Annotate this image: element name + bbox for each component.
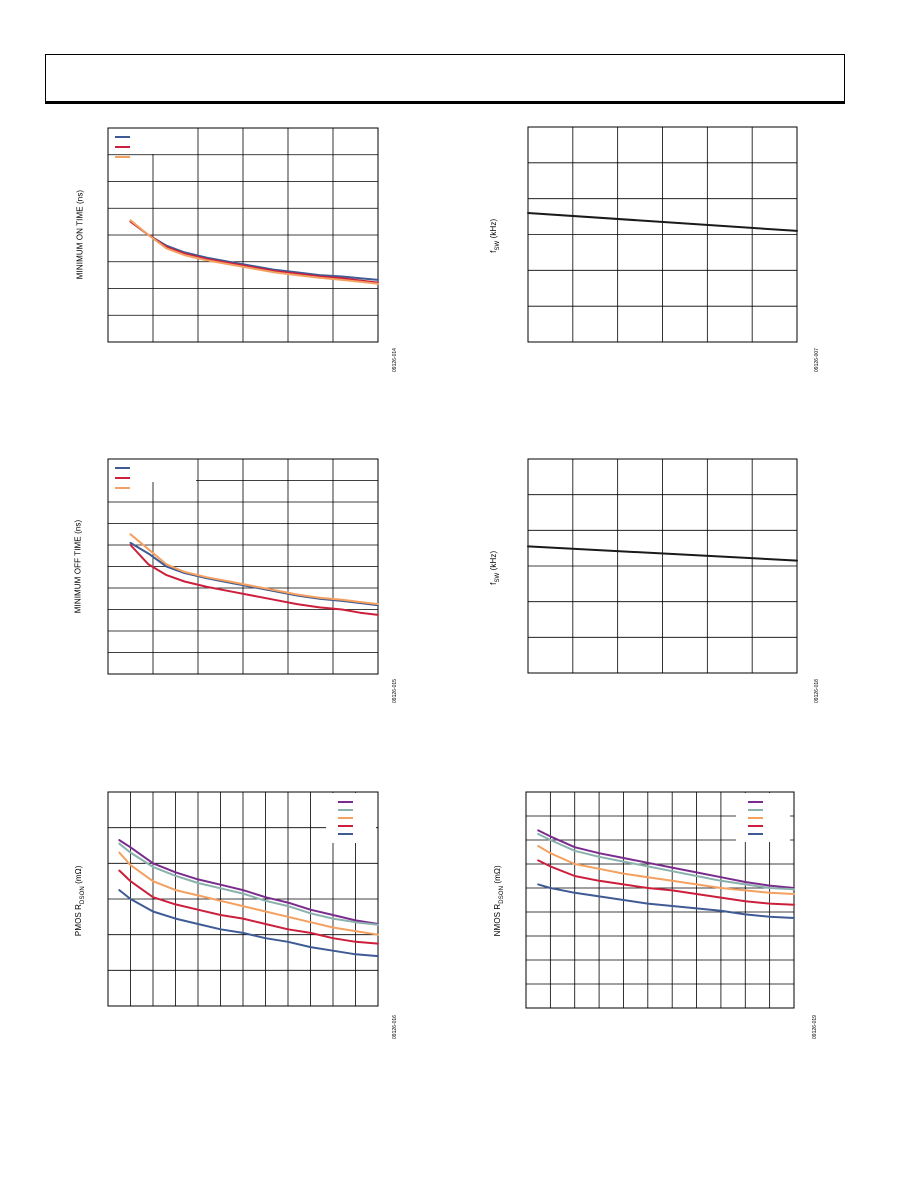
page-header-rule — [45, 102, 845, 104]
series-line-3 — [129, 219, 379, 285]
series-line-1 — [118, 839, 379, 925]
y-axis-label-nmos-rdson: NMOS RDSON (mΩ) — [493, 865, 505, 937]
series-line-5 — [118, 889, 379, 958]
series-line-5 — [537, 883, 795, 919]
series-line-3 — [537, 845, 795, 895]
rdson-subscript: DSON — [498, 885, 505, 904]
series-line-2 — [129, 220, 379, 284]
page-header-box — [45, 54, 845, 102]
series-line-4 — [537, 859, 795, 906]
plot-frame — [107, 791, 379, 1007]
series-line-4 — [118, 869, 379, 945]
plot-frame — [107, 127, 379, 343]
series-line-1 — [527, 212, 798, 232]
series-line-1 — [129, 220, 379, 281]
plot-frame — [527, 126, 798, 343]
series-line-2 — [537, 833, 795, 891]
series-line-1 — [527, 545, 798, 562]
series-line-1 — [537, 829, 795, 889]
legend-box — [108, 459, 196, 482]
series-line-2 — [129, 544, 379, 616]
plot-frame — [107, 458, 379, 675]
series-line-3 — [129, 533, 379, 606]
plot-frame — [527, 458, 798, 674]
series-line-2 — [118, 842, 379, 926]
figure-id-nmos-rdson: 09126-019 — [812, 1015, 818, 1039]
plot-frame — [525, 791, 795, 1009]
series-line-3 — [118, 851, 379, 936]
legend-box — [108, 128, 196, 154]
